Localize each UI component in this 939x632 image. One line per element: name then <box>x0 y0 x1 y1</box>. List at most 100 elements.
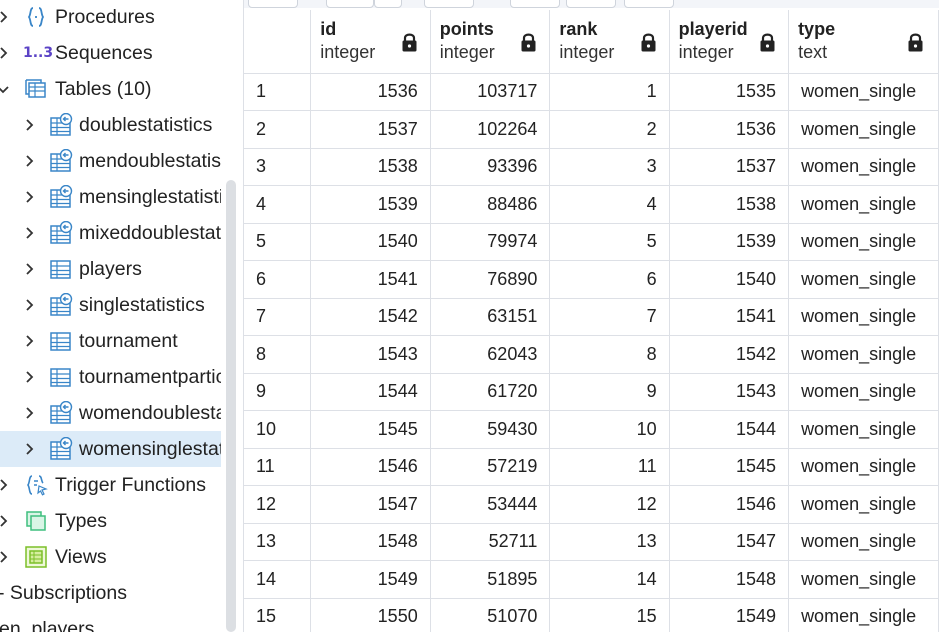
tree-node-table-mixeddoublestatistics[interactable]: mixeddoublestatistics <box>0 215 243 251</box>
table-row[interactable]: 11 1546 57219 11 1545 women_single <box>244 448 939 486</box>
cell-playerid[interactable]: 1538 <box>669 185 790 224</box>
row-number-header[interactable] <box>244 10 312 74</box>
chevron-right-icon[interactable] <box>0 514 10 528</box>
cell-type[interactable]: women_single <box>788 298 939 336</box>
chevron-right-icon[interactable] <box>0 46 10 60</box>
row-number[interactable]: 11 <box>244 448 312 486</box>
chevron-right-icon[interactable] <box>0 10 10 24</box>
cell-id[interactable]: 1536 <box>310 73 431 111</box>
chevron-right-icon[interactable] <box>22 334 36 348</box>
cell-playerid[interactable]: 1535 <box>669 73 790 111</box>
column-header-rank[interactable]: rank integer <box>549 10 670 74</box>
cell-type[interactable]: women_single <box>788 223 939 261</box>
cell-id[interactable]: 1546 <box>310 448 431 486</box>
cell-points[interactable]: 59430 <box>430 410 551 449</box>
cell-type[interactable]: women_single <box>788 560 939 599</box>
tree-node-tables[interactable]: Tables (10) <box>0 71 243 107</box>
row-number[interactable]: 15 <box>244 598 312 632</box>
cell-rank[interactable]: 13 <box>549 523 670 561</box>
cell-points[interactable]: 52711 <box>430 523 551 561</box>
cell-id[interactable]: 1543 <box>310 335 431 374</box>
chevron-right-icon[interactable] <box>22 118 36 132</box>
cell-id[interactable]: 1549 <box>310 560 431 599</box>
tree-node-procedures[interactable]: Procedures <box>0 0 243 35</box>
row-number[interactable]: 12 <box>244 485 312 524</box>
table-row[interactable]: 5 1540 79974 5 1539 women_single <box>244 223 939 261</box>
cell-rank[interactable]: 12 <box>549 485 670 524</box>
toolbar-button[interactable] <box>624 0 674 8</box>
cell-points[interactable]: 51895 <box>430 560 551 599</box>
tree-node-table-players[interactable]: players <box>0 251 243 287</box>
tree-node-views[interactable]: Views <box>0 539 243 575</box>
chevron-right-icon[interactable] <box>22 154 36 168</box>
cell-points[interactable]: 79974 <box>430 223 551 261</box>
chevron-right-icon[interactable] <box>22 226 36 240</box>
cell-playerid[interactable]: 1544 <box>669 410 790 449</box>
chevron-right-icon[interactable] <box>0 478 10 492</box>
cell-id[interactable]: 1540 <box>310 223 431 261</box>
cell-type[interactable]: women_single <box>788 185 939 224</box>
cell-id[interactable]: 1538 <box>310 148 431 186</box>
row-number[interactable]: 5 <box>244 223 312 261</box>
cell-rank[interactable]: 5 <box>549 223 670 261</box>
tree-node-table-mendoublestatistics[interactable]: mendoublestatistics <box>0 143 243 179</box>
cell-playerid[interactable]: 1537 <box>669 148 790 186</box>
cell-type[interactable]: women_single <box>788 373 939 411</box>
chevron-right-icon[interactable] <box>22 262 36 276</box>
cell-id[interactable]: 1544 <box>310 373 431 411</box>
cell-type[interactable]: women_single <box>788 73 939 111</box>
cell-playerid[interactable]: 1545 <box>669 448 790 486</box>
cell-type[interactable]: women_single <box>788 410 939 449</box>
sidebar-scrollbar-thumb[interactable] <box>226 180 236 632</box>
cell-points[interactable]: 103717 <box>430 73 551 111</box>
row-number[interactable]: 6 <box>244 260 312 299</box>
row-number[interactable]: 3 <box>244 148 312 186</box>
cell-type[interactable]: women_single <box>788 148 939 186</box>
cell-type[interactable]: women_single <box>788 598 939 632</box>
table-row[interactable]: 12 1547 53444 12 1546 women_single <box>244 485 939 524</box>
cell-playerid[interactable]: 1536 <box>669 110 790 149</box>
cell-playerid[interactable]: 1539 <box>669 223 790 261</box>
column-header-playerid[interactable]: playerid integer <box>669 10 790 74</box>
cell-rank[interactable]: 9 <box>549 373 670 411</box>
chevron-right-icon[interactable] <box>22 190 36 204</box>
cell-playerid[interactable]: 1548 <box>669 560 790 599</box>
tree-node-trigger-functions[interactable]: Trigger Functions <box>0 467 243 503</box>
cell-rank[interactable]: 8 <box>549 335 670 374</box>
cell-id[interactable]: 1539 <box>310 185 431 224</box>
chevron-down-icon[interactable] <box>0 82 10 96</box>
cell-playerid[interactable]: 1546 <box>669 485 790 524</box>
chevron-right-icon[interactable] <box>0 550 10 564</box>
tree-node-sequences[interactable]: 1..3 Sequences <box>0 35 243 71</box>
cell-points[interactable]: 76890 <box>430 260 551 299</box>
cell-rank[interactable]: 11 <box>549 448 670 486</box>
cell-id[interactable]: 1545 <box>310 410 431 449</box>
tree-node-table-tournamentparticipants[interactable]: tournamentparticipants <box>0 359 243 395</box>
column-header-type[interactable]: type text <box>788 10 939 74</box>
cell-points[interactable]: 62043 <box>430 335 551 374</box>
row-number[interactable]: 2 <box>244 110 312 149</box>
tree-node-database[interactable]: en_players <box>0 611 243 632</box>
cell-rank[interactable]: 6 <box>549 260 670 299</box>
table-row[interactable]: 8 1543 62043 8 1542 women_single <box>244 335 939 374</box>
tree-node-table-doublestatistics[interactable]: doublestatistics <box>0 107 243 143</box>
cell-points[interactable]: 57219 <box>430 448 551 486</box>
cell-points[interactable]: 93396 <box>430 148 551 186</box>
cell-rank[interactable]: 1 <box>549 73 670 111</box>
tree-node-table-mensinglestatistics[interactable]: mensinglestatistics <box>0 179 243 215</box>
table-row[interactable]: 9 1544 61720 9 1543 women_single <box>244 373 939 411</box>
cell-playerid[interactable]: 1549 <box>669 598 790 632</box>
cell-points[interactable]: 61720 <box>430 373 551 411</box>
cell-rank[interactable]: 4 <box>549 185 670 224</box>
chevron-right-icon[interactable] <box>22 370 36 384</box>
row-number[interactable]: 10 <box>244 410 312 449</box>
cell-rank[interactable]: 10 <box>549 410 670 449</box>
cell-points[interactable]: 51070 <box>430 598 551 632</box>
cell-rank[interactable]: 14 <box>549 560 670 599</box>
table-row[interactable]: 15 1550 51070 15 1549 women_single <box>244 598 939 632</box>
table-row[interactable]: 7 1542 63151 7 1541 women_single <box>244 298 939 336</box>
cell-playerid[interactable]: 1540 <box>669 260 790 299</box>
row-number[interactable]: 8 <box>244 335 312 374</box>
chevron-right-icon[interactable] <box>22 442 36 456</box>
cell-rank[interactable]: 15 <box>549 598 670 632</box>
